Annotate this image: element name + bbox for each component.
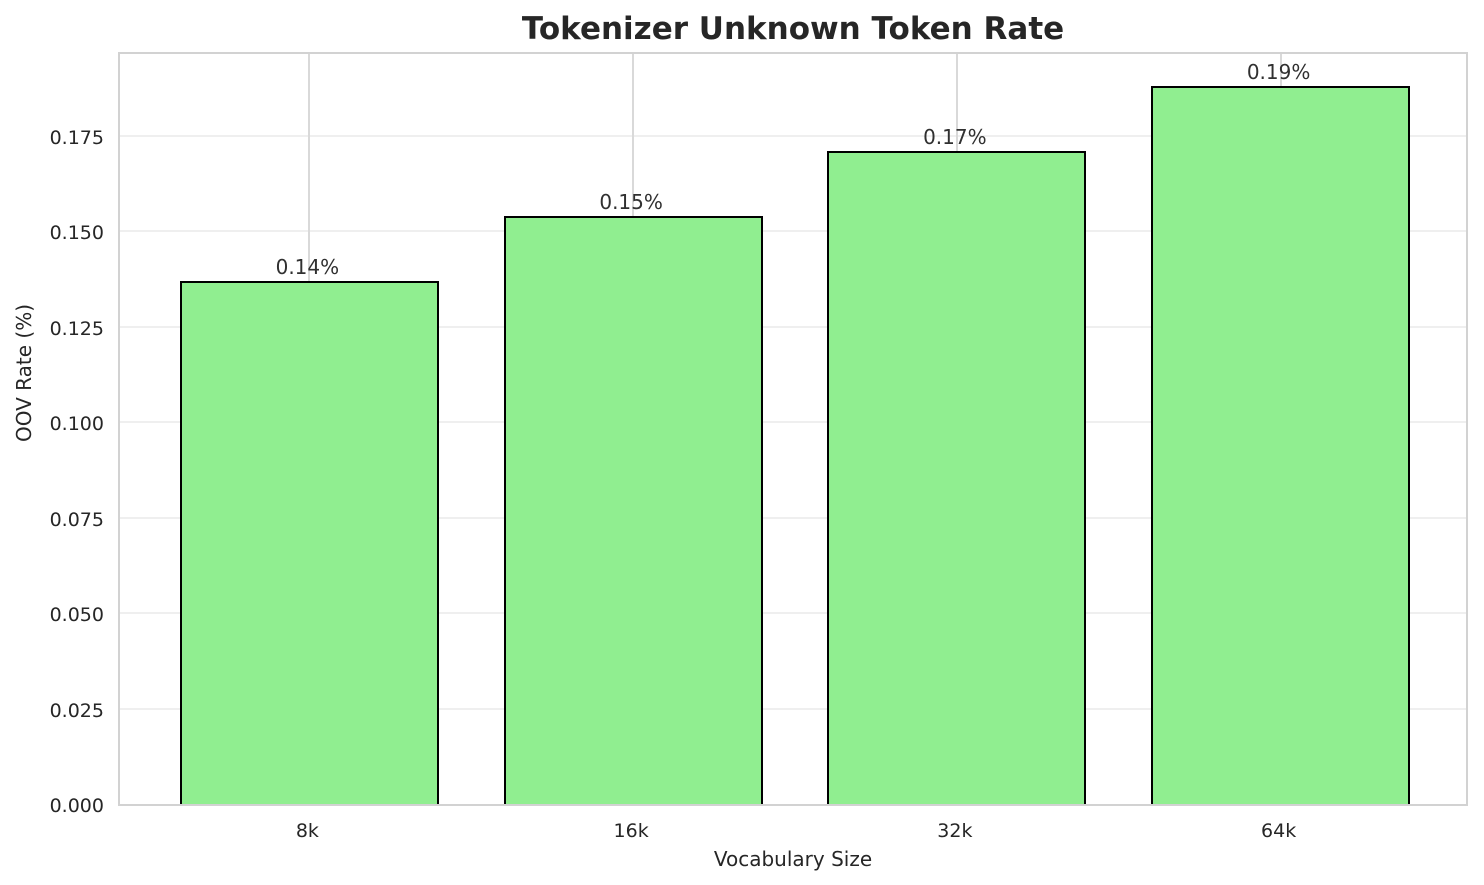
y-tick-label: 0.100 [49,413,104,436]
x-tick-label: 64k [1261,820,1297,842]
h-gridline [120,134,1466,137]
y-tick-label: 0.175 [49,126,104,149]
x-tick-label: 8k [295,820,319,842]
h-gridline [120,230,1466,233]
y-tick-label: 0.075 [49,508,104,531]
bar [827,150,1087,804]
bar [1151,85,1411,804]
h-gridline [120,421,1466,424]
h-gridline [120,325,1466,328]
plot-area [118,52,1468,806]
bar-value-label: 0.15% [599,189,663,214]
x-axis-label: Vocabulary Size [713,847,873,871]
bar [503,215,763,804]
y-tick-label: 0.050 [49,604,104,627]
y-tick-label: 0.000 [49,795,104,817]
bar [179,280,439,804]
bar-value-label: 0.17% [923,124,987,149]
x-tick-label: 32k [937,820,973,842]
h-gridline [120,707,1466,710]
h-gridline [120,612,1466,615]
bar-value-label: 0.14% [275,254,340,279]
y-tick-label: 0.125 [49,317,104,340]
y-tick-label: 0.025 [49,699,104,722]
chart-title: Tokenizer Unknown Token Rate [521,11,1065,47]
h-gridline [120,516,1466,519]
bar-value-label: 0.19% [1246,59,1311,84]
x-tick-label: 16k [613,820,649,842]
y-tick-label: 0.150 [49,222,104,245]
